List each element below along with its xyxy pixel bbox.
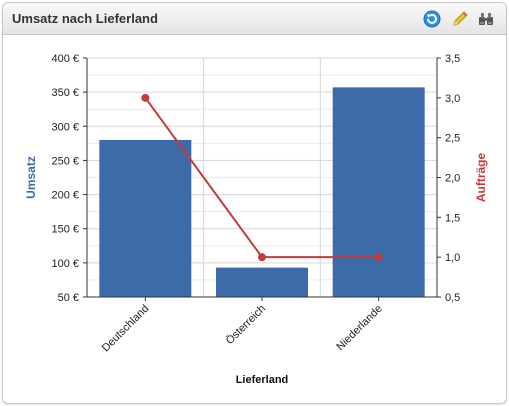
y-left-tick-label: 200 € bbox=[51, 190, 79, 202]
bar bbox=[99, 139, 192, 297]
widget-header: Umsatz nach Lieferland bbox=[3, 3, 506, 35]
y-left-tick-label: 250 € bbox=[51, 155, 79, 167]
refresh-icon[interactable] bbox=[422, 9, 442, 29]
pencil-icon[interactable] bbox=[450, 9, 470, 29]
y-right-tick-label: 0,5 bbox=[445, 292, 460, 304]
y-right-tick-label: 2,5 bbox=[445, 133, 460, 145]
binoculars-icon[interactable] bbox=[476, 9, 496, 29]
y-left-tick-label: 350 € bbox=[51, 87, 79, 99]
x-tick-label: Niederlande bbox=[334, 303, 384, 353]
line-point bbox=[141, 93, 150, 102]
y-left-axis-title: Umsatz bbox=[24, 156, 38, 199]
line-point bbox=[374, 253, 383, 262]
x-axis-title: Lieferland bbox=[236, 374, 289, 386]
bar bbox=[332, 87, 425, 297]
widget-title: Umsatz nach Lieferland bbox=[12, 11, 158, 26]
y-left-tick-label: 100 € bbox=[51, 258, 79, 270]
y-right-axis-title: Aufträge bbox=[474, 153, 488, 203]
y-right-tick-label: 3,0 bbox=[445, 93, 460, 105]
y-left-tick-label: 50 € bbox=[58, 292, 79, 304]
y-left-tick-label: 400 € bbox=[51, 53, 79, 65]
y-right-tick-label: 3,5 bbox=[445, 53, 460, 65]
line-point bbox=[258, 253, 266, 262]
bar bbox=[216, 267, 308, 297]
x-tick-label: Deutschland bbox=[100, 303, 152, 355]
y-right-tick-label: 1,0 bbox=[445, 252, 460, 264]
y-left-tick-label: 300 € bbox=[51, 121, 79, 133]
y-right-tick-label: 2,0 bbox=[445, 173, 460, 185]
y-right-tick-label: 1,5 bbox=[445, 212, 460, 224]
y-left-tick-label: 150 € bbox=[51, 224, 79, 236]
x-tick-label: Österreich bbox=[224, 303, 268, 347]
combo-chart: 50 € 100 € 150 € 200 € 250 € 300 € 350 € 400 € 0… bbox=[24, 53, 488, 386]
